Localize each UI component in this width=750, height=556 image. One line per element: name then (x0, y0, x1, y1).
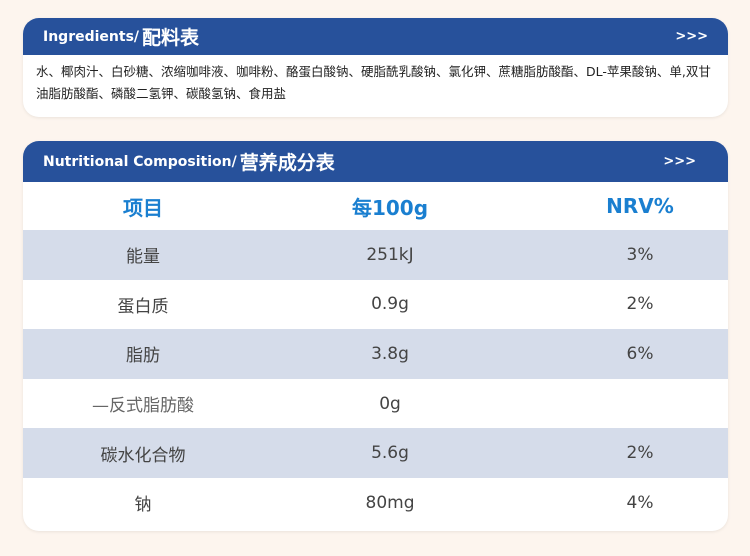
table-row: 钠 80mg 4% (23, 478, 728, 528)
nutrition-card: Nutritional Composition/ 营养成分表 >>> 项目 每1… (23, 141, 728, 531)
cell-nrv: 2% (626, 294, 654, 315)
arrows-icon: >>> (675, 29, 708, 44)
nutrition-title-en: Nutritional Composition/ (43, 153, 237, 170)
cell-per100g: 251kJ (366, 244, 414, 265)
nutrition-header: Nutritional Composition/ 营养成分表 >>> (23, 141, 728, 182)
ingredients-title-en: Ingredients/ (43, 28, 140, 45)
cell-per100g: 0g (379, 393, 401, 414)
ingredients-card: Ingredients/ 配料表 >>> 水、椰肉汁、白砂糖、浓缩咖啡液、咖啡粉… (23, 18, 728, 117)
table-row: 碳水化合物 5.6g 2% (23, 428, 728, 478)
column-header-per100g: 每100g (351, 195, 429, 220)
cell-per100g: 3.8g (371, 343, 409, 364)
cell-item: 碳水化合物 (100, 445, 186, 466)
cell-item: —反式脂肪酸 (92, 396, 194, 417)
cell-nrv: 3% (626, 244, 654, 265)
cell-per100g: 5.6g (371, 443, 409, 464)
cell-nrv: 2% (626, 443, 654, 464)
cell-item: 脂肪 (126, 346, 160, 367)
table-row: 脂肪 3.8g 6% (23, 329, 728, 379)
cell-item: 能量 (126, 247, 160, 268)
ingredients-header: Ingredients/ 配料表 >>> (23, 18, 728, 55)
column-header-item: 项目 (123, 195, 163, 220)
table-row: 蛋白质 0.9g 2% (23, 280, 728, 330)
cell-item: 蛋白质 (117, 296, 169, 317)
cell-item: 钠 (134, 495, 152, 516)
ingredients-text: 水、椰肉汁、白砂糖、浓缩咖啡液、咖啡粉、酪蛋白酸钠、硬脂酰乳酸钠、氯化钾、蔗糖脂… (36, 64, 711, 101)
arrows-icon: >>> (663, 154, 696, 169)
cell-nrv: 6% (626, 343, 654, 364)
table-header-row: 项目 每100g NRV% (23, 182, 728, 230)
cell-per100g: 0.9g (371, 294, 409, 315)
nutrition-title-zh: 营养成分表 (239, 152, 335, 174)
table-row: 能量 251kJ 3% (23, 230, 728, 280)
cell-nrv: 4% (626, 492, 654, 513)
ingredients-title-zh: 配料表 (142, 27, 200, 49)
column-header-nrv: NRV% (606, 194, 674, 218)
cell-per100g: 80mg (365, 492, 415, 513)
table-row: —反式脂肪酸 0g (23, 379, 728, 429)
